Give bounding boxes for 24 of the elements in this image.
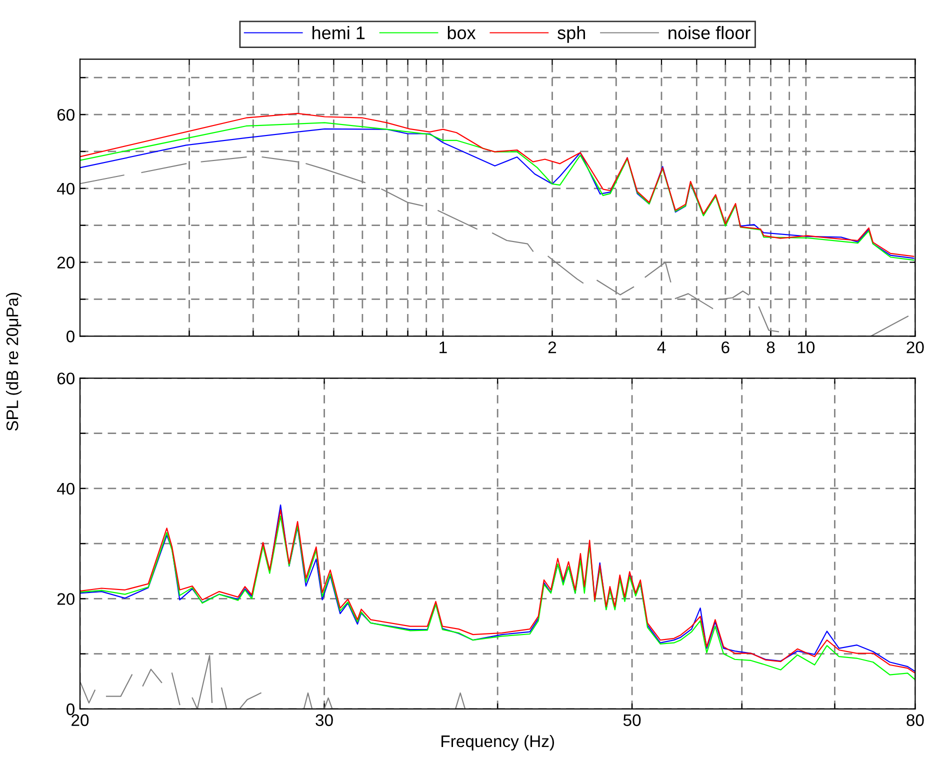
x-tick-label: 4 (657, 342, 666, 354)
legend-label: hemi 1 (312, 26, 365, 40)
y-tick-label: 60 (57, 372, 74, 384)
y-tick-label: 60 (57, 108, 74, 121)
y-tick-label: 0 (66, 703, 74, 716)
legend-label: sph (558, 26, 586, 43)
x-axis-title: Frequency (Hz) (442, 734, 554, 750)
x-tick-label: 30 (316, 714, 333, 726)
y-tick-label: 40 (56, 182, 74, 195)
x-tick-label: 2 (548, 341, 556, 354)
y-axis-title: SPL (dB re 20μPa) (6, 292, 22, 431)
legend-label: noise floor (668, 26, 750, 40)
x-tick-label: 80 (906, 714, 924, 726)
x-tick-label: 8 (766, 341, 775, 354)
y-tick-label: 20 (57, 593, 74, 605)
y-tick-label: 20 (57, 256, 74, 268)
y-tick-label: 0 (66, 330, 74, 342)
x-tick-label: 10 (798, 341, 815, 354)
x-tick-label: 6 (722, 341, 730, 354)
x-tick-label: 1 (440, 342, 447, 354)
y-tick-label: 40 (56, 482, 74, 495)
x-tick-label: 20 (906, 341, 924, 354)
legend-label: box (448, 26, 476, 40)
x-tick-label: 50 (623, 714, 641, 726)
